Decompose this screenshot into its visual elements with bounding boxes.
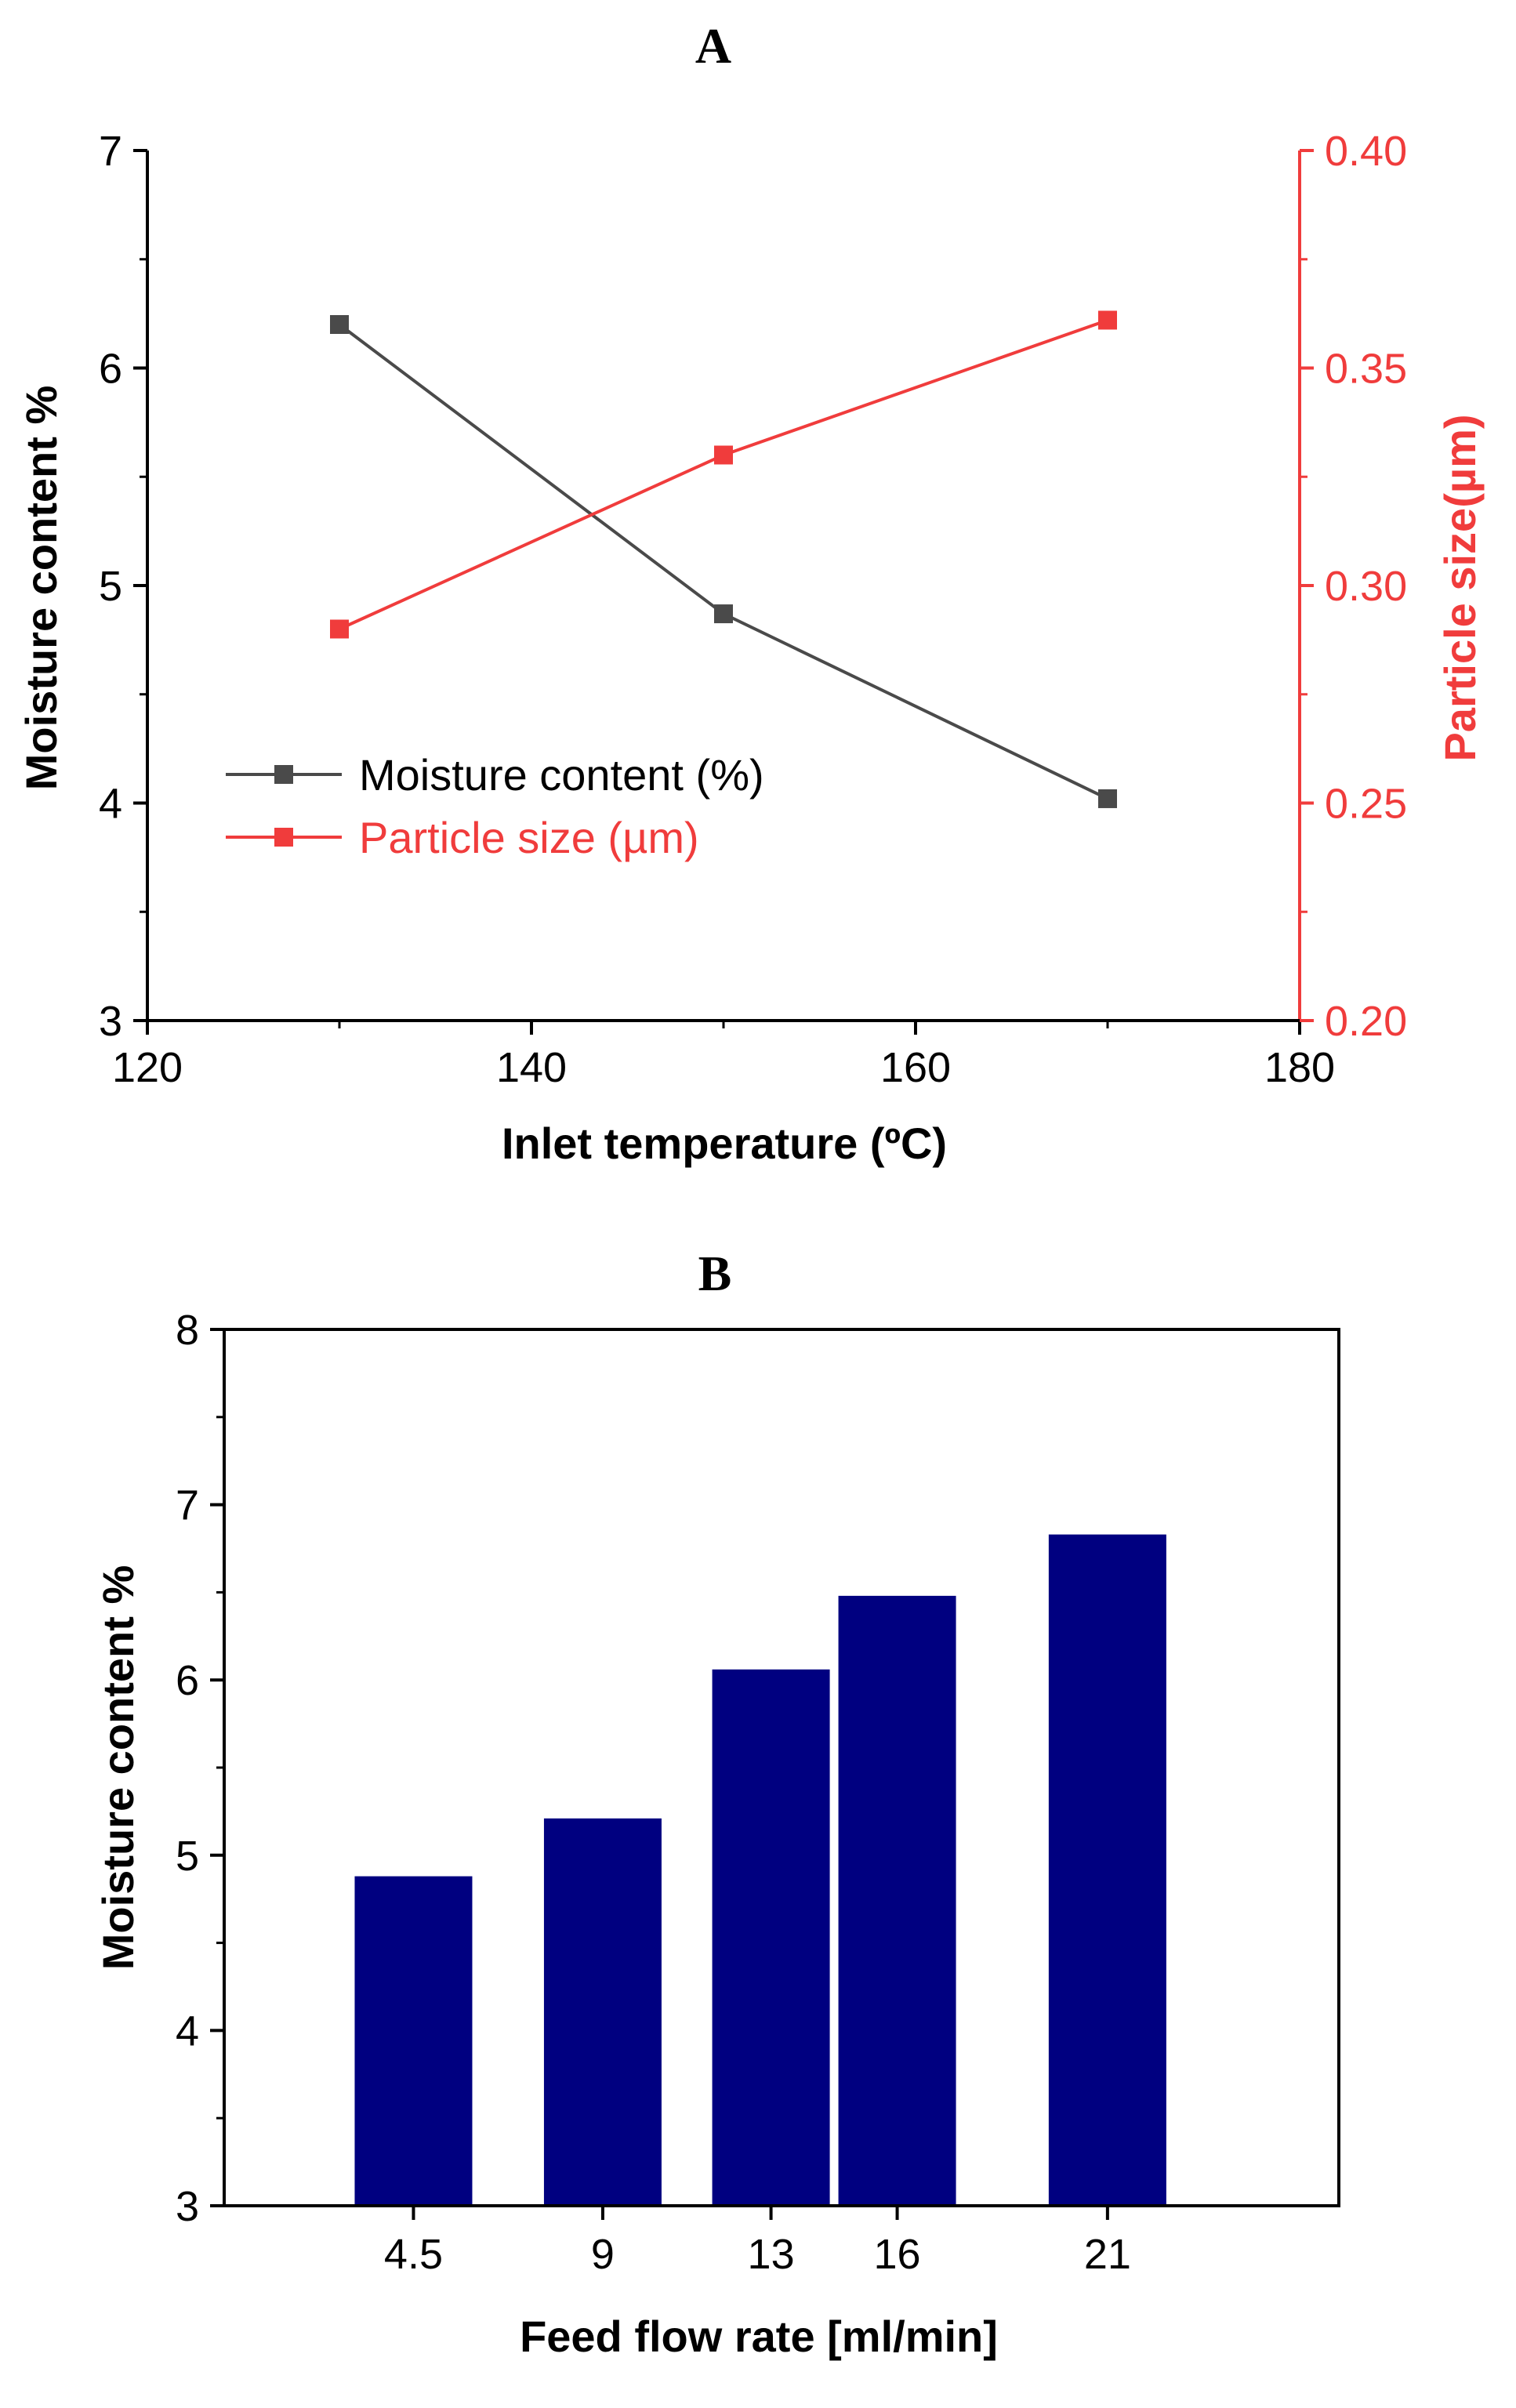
x-tick-label: 13 [748,2231,795,2278]
y2-tick-label: 0.30 [1325,563,1407,610]
x-tick-label: 180 [1264,1044,1335,1091]
panel-a-x-axis-title: Inlet temperature (ºC) [502,1119,947,1168]
y-tick-label: 3 [99,998,122,1045]
panel-b-label: B [698,1246,732,1301]
panel-a-y-axis-title: Moisture content % [16,386,66,790]
y-tick-label: 6 [176,1657,199,1704]
y2-tick-label: 0.25 [1325,781,1407,828]
y-tick-label: 5 [176,1833,199,1880]
x-tick-label: 16 [874,2231,921,2278]
y-tick-label: 6 [99,346,122,393]
moisture-point [1098,789,1117,808]
panel-a-legend: Moisture content (%) Particle size (µm) [226,750,764,862]
moisture-series-line [338,323,1108,800]
panel-b-bars [354,1534,1166,2206]
y-tick-label: 4 [176,2007,199,2054]
x-tick-label: 120 [112,1044,183,1091]
x-tick-label: 140 [496,1044,567,1091]
legend-label-moisture: Moisture content (%) [359,750,764,800]
x-tick-label: 9 [591,2231,615,2278]
panel-a-series-lines [338,318,1108,800]
bar [712,1669,830,2206]
bar [1048,1534,1166,2206]
x-tick-label: 4.5 [384,2231,443,2278]
panel-a-ticks: 120 140 160 180 3 4 5 6 7 0.20 0.25 0.30 0.35 0.40 [99,128,1407,1091]
legend-marker-particle-size [274,828,293,847]
panel-b-chart: B 4.5 9 13 16 21 3 4 5 6 7 8 Feed flow rate [ml/mi… [93,1246,1340,2361]
y-tick-label: 7 [99,128,122,175]
particle-size-point [714,445,733,465]
y-tick-label: 3 [176,2183,199,2230]
x-tick-label: 21 [1084,2231,1131,2278]
panel-b-x-axis-title: Feed flow rate [ml/min] [520,2312,998,2361]
legend-label-particle-size: Particle size (µm) [359,813,699,862]
panel-b-ticks: 4.5 9 13 16 21 3 4 5 6 7 8 [176,1307,1131,2278]
y-tick-label: 5 [99,563,122,610]
panel-a-y2-axis-title: Particle size(µm) [1435,414,1485,761]
moisture-point [330,315,349,334]
x-tick-label: 160 [880,1044,951,1091]
panel-a-chart: A 120 140 160 180345670.200.250.300.350.40 … [16,18,1485,1168]
panel-b-y-axis-title: Moisture content % [93,1565,143,1970]
bar [543,1818,662,2206]
panel-b-frame [223,1328,1340,2207]
y2-tick-label: 0.35 [1325,346,1407,393]
bar [838,1595,956,2206]
bar [354,1876,473,2206]
particle-size-series-line [339,318,1108,631]
y2-tick-label: 0.20 [1325,998,1407,1045]
particle-size-point [1098,310,1117,330]
particle-size-point [330,619,349,639]
y-tick-label: 4 [99,781,122,828]
y-tick-label: 8 [176,1307,199,1354]
y-tick-label: 7 [176,1482,199,1529]
y2-tick-label: 0.40 [1325,128,1407,175]
moisture-point [714,604,733,624]
panel-a-label: A [695,18,731,74]
legend-marker-moisture [274,765,293,784]
panel-a-series-markers [330,310,1117,808]
